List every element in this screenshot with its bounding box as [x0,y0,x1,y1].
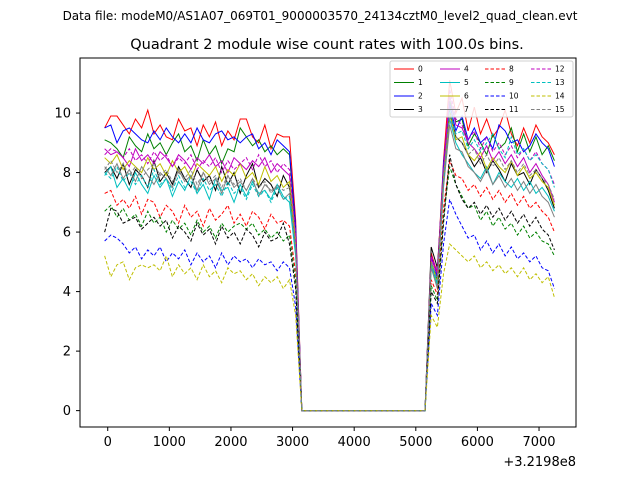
chart-suptitle: Data file: modeM0/AS1A07_069T01_90000035… [63,9,578,23]
x-axis: 0 1000 2000 3000 4000 5000 6000 7000 [104,427,556,450]
legend-label-9: 9 [509,78,514,87]
legend-label-1: 1 [418,78,423,87]
legend-label-11: 11 [509,105,519,114]
legend-label-4: 4 [464,65,469,74]
series-line-5 [104,118,555,412]
x-offset-label: +3.2198e8 [503,455,576,470]
axes-frame [79,57,577,428]
x-tick-label: 5000 [399,435,432,450]
series-line-11 [104,154,555,412]
legend-label-12: 12 [555,65,565,74]
series-line-10 [104,197,555,412]
y-tick-label: 6 [63,226,71,241]
series-line-9 [104,166,555,412]
y-tick-label: 0 [63,404,71,419]
x-tick-label: 0 [104,435,112,450]
plot-area [104,80,555,412]
legend-label-2: 2 [418,92,423,101]
x-tick-label: 4000 [338,435,371,450]
series-line-0 [104,80,555,412]
legend-label-14: 14 [555,92,565,101]
legend-label-0: 0 [418,65,423,74]
legend-label-8: 8 [509,65,514,74]
legend-label-6: 6 [464,92,469,101]
series-line-8 [104,158,555,412]
x-tick-label: 1000 [153,435,186,450]
y-tick-label: 4 [63,285,71,300]
x-tick-label: 2000 [214,435,247,450]
legend-label-15: 15 [555,105,565,114]
x-tick-label: 6000 [461,435,494,450]
series-line-14 [104,242,555,412]
legend-label-7: 7 [464,105,469,114]
legend-label-3: 3 [418,105,423,114]
legend-label-10: 10 [509,92,519,101]
y-tick-label: 2 [63,345,71,360]
legend-label-5: 5 [464,78,469,87]
y-tick-label: 8 [63,166,71,181]
legend-label-13: 13 [555,78,565,87]
x-tick-label: 7000 [522,435,555,450]
series-line-15 [104,115,555,412]
legend-box [389,60,574,118]
y-axis: 0 2 4 6 8 10 [54,107,80,419]
x-tick-label: 3000 [276,435,309,450]
chart-title: Quadrant 2 module wise count rates with … [130,37,524,53]
series-line-2 [104,104,555,412]
y-tick-label: 10 [54,107,71,122]
